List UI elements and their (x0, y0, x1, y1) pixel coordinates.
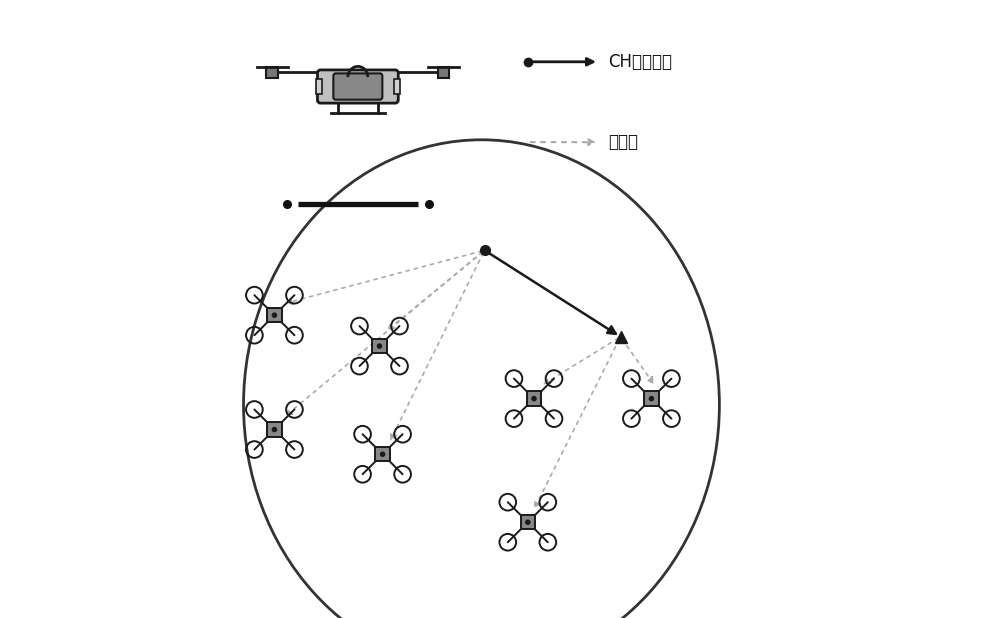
Circle shape (377, 343, 382, 349)
Bar (266, 67, 278, 78)
Circle shape (525, 519, 531, 525)
Bar (372, 339, 387, 353)
FancyBboxPatch shape (317, 70, 398, 103)
Text: CH飞行方向: CH飞行方向 (608, 53, 672, 71)
Circle shape (272, 427, 277, 433)
Circle shape (380, 451, 385, 457)
Circle shape (531, 396, 537, 402)
Bar (267, 308, 282, 323)
Bar (267, 422, 282, 437)
Bar (375, 447, 390, 462)
Bar (394, 79, 400, 94)
Circle shape (649, 396, 654, 402)
Circle shape (272, 313, 277, 318)
Bar (527, 391, 541, 406)
FancyBboxPatch shape (333, 74, 382, 99)
Bar (316, 79, 322, 94)
Text: 能量流: 能量流 (608, 133, 638, 151)
Bar (644, 391, 659, 406)
Bar (438, 67, 449, 78)
Bar (521, 515, 535, 530)
